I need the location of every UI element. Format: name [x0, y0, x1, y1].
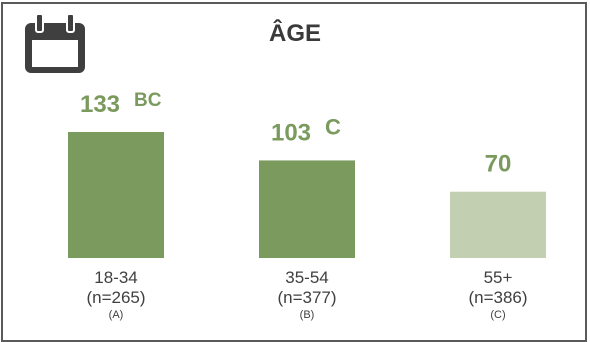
category-label: 35-54 (n=377) (B)	[247, 268, 367, 322]
bar-55+	[450, 191, 546, 258]
sample-size: (n=265)	[86, 288, 146, 307]
chart-title: ÂGE	[268, 20, 321, 47]
category-label: 55+ (n=386) (C)	[438, 268, 558, 322]
group-letter: (A)	[108, 309, 124, 321]
value-label: 70	[485, 151, 512, 178]
group-letter: (B)	[299, 309, 315, 321]
category-name: 55+	[483, 268, 513, 287]
group-letter: (C)	[490, 309, 506, 321]
category-name: 18-34	[94, 268, 138, 287]
significance-label: C	[325, 114, 341, 139]
sample-size: (n=386)	[468, 288, 528, 307]
category-name: 35-54	[285, 268, 329, 287]
bar-18-34	[68, 132, 164, 258]
value-label: 133	[80, 91, 120, 118]
calendar-icon	[25, 14, 85, 73]
value-label: 103	[271, 119, 311, 146]
bar-35-54	[259, 160, 355, 258]
bar-chart: 133 BC 103 C 70	[68, 90, 546, 258]
significance-label: BC	[134, 90, 162, 111]
category-label: 18-34 (n=265) (A)	[56, 268, 176, 322]
sample-size: (n=377)	[277, 288, 337, 307]
